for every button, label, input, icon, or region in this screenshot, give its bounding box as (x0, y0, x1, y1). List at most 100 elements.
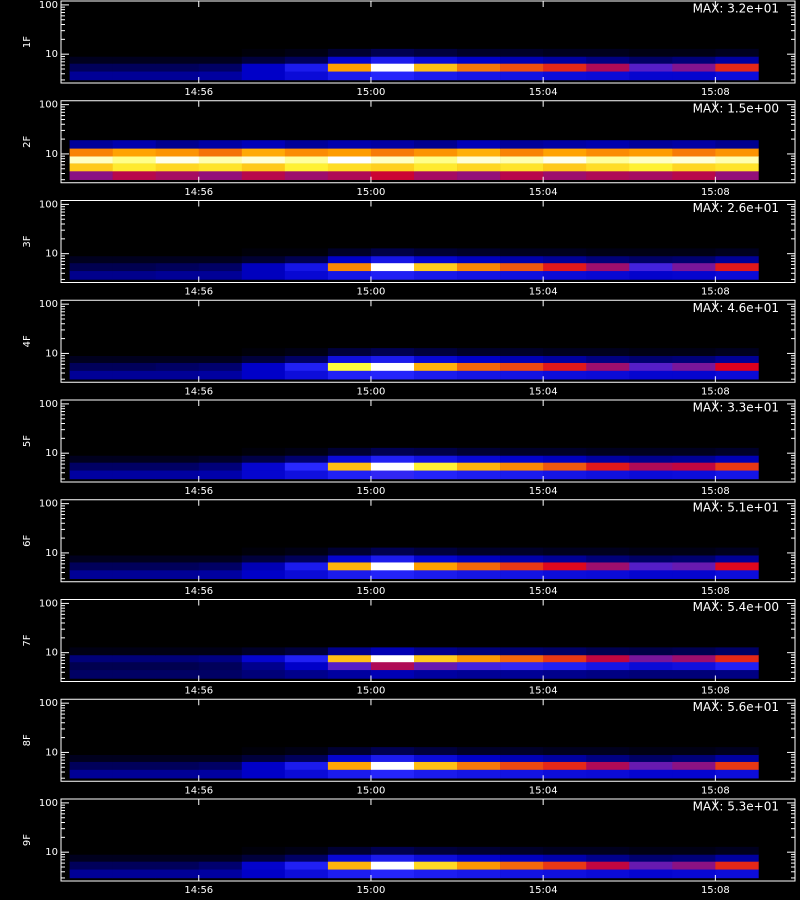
heat-cell (586, 447, 630, 456)
plot-frame (60, 798, 796, 882)
heat-cell (672, 769, 716, 779)
heat-cell (457, 439, 501, 448)
heat-cell (241, 63, 286, 72)
heat-cell (327, 262, 372, 272)
heat-cell (672, 846, 716, 855)
heat-cell (112, 869, 157, 879)
heat-cell (586, 638, 630, 648)
heat-cell (327, 754, 372, 762)
heat-cell (715, 140, 759, 149)
heat-cell (457, 869, 501, 879)
heat-cell (629, 746, 673, 755)
heat-cell (284, 754, 329, 762)
heat-cell (155, 163, 200, 172)
heat-cell (586, 347, 630, 356)
heat-cell (327, 869, 372, 879)
heat-cell (112, 555, 157, 563)
heat-cell (629, 447, 673, 456)
heat-cell (543, 638, 587, 648)
heat-cell (586, 869, 630, 879)
max-annotation: MAX: 3.3e+01 (693, 401, 779, 415)
heat-cell (500, 654, 544, 663)
heat-cell (69, 570, 113, 579)
heat-cell (414, 63, 458, 72)
plot-frame (60, 499, 796, 583)
heat-cell (198, 555, 243, 563)
heat-cell (370, 661, 415, 671)
heat-cell (543, 846, 587, 855)
y-axis-label: 4F (22, 335, 33, 347)
heat-cell (672, 669, 716, 679)
y-tick-label: 100 (39, 299, 58, 310)
heat-cell (629, 255, 673, 264)
heat-cell (112, 362, 157, 371)
heat-cell (284, 570, 329, 579)
heat-cell (370, 570, 415, 579)
heat-cell (284, 40, 329, 49)
heat-cell (370, 270, 415, 280)
heat-cell (543, 63, 587, 72)
heat-cell (370, 654, 415, 663)
heat-cell (241, 370, 286, 380)
heat-cell (69, 738, 113, 748)
heat-cell (500, 547, 544, 556)
heat-cell (198, 262, 243, 272)
heat-cell (112, 838, 157, 847)
heat-cell (69, 654, 113, 663)
heat-cell (155, 148, 200, 157)
heat-cell (715, 248, 759, 257)
plot-frame (60, 599, 796, 682)
y-tick-label: 100 (39, 100, 58, 111)
heat-cell (241, 163, 286, 172)
heat-cell (155, 854, 200, 862)
heat-cell (69, 140, 113, 149)
heat-cell (629, 761, 673, 770)
x-tick-label: 14:56 (184, 187, 213, 198)
heat-cell (284, 48, 329, 57)
heat-cell (327, 539, 372, 548)
heat-cell (586, 40, 630, 49)
heat-cell (370, 248, 415, 257)
heat-cell (284, 262, 329, 272)
heat-cell (198, 455, 243, 463)
heat-cell (284, 171, 329, 180)
heat-cell (457, 470, 501, 480)
heat-cell (457, 761, 501, 770)
heat-cell (500, 647, 544, 656)
heat-cell (370, 455, 415, 463)
heat-cell (500, 248, 544, 257)
heat-cell (715, 48, 759, 57)
heat-cell (414, 846, 458, 855)
heat-cell (69, 156, 113, 164)
y-tick-label: 10 (45, 548, 58, 559)
heat-cell (284, 355, 329, 363)
heat-cell (155, 171, 200, 180)
max-annotation: MAX: 3.2e+01 (693, 2, 779, 16)
heat-cell (284, 547, 329, 556)
heat-cell (672, 838, 716, 847)
heat-cell (414, 761, 458, 770)
x-tick-label: 15:04 (529, 885, 558, 896)
heat-cell (370, 838, 415, 847)
heat-cell (327, 447, 372, 456)
heatmap (69, 838, 759, 879)
heat-cell (112, 769, 157, 779)
heat-cell (198, 562, 243, 571)
heat-cell (457, 63, 501, 72)
heat-cell (370, 255, 415, 264)
heat-cell (672, 462, 716, 471)
heat-cell (500, 63, 544, 72)
heat-cell (672, 562, 716, 571)
heat-cell (629, 562, 673, 571)
heat-cell (500, 555, 544, 563)
heat-cell (414, 455, 458, 463)
heat-cell (629, 362, 673, 371)
heat-cell (69, 661, 113, 671)
heat-cell (112, 761, 157, 770)
heat-cell (629, 846, 673, 855)
heat-cell (457, 555, 501, 563)
heat-cell (284, 854, 329, 862)
heat-cell (414, 754, 458, 762)
heat-cell (457, 638, 501, 648)
max-annotation: MAX: 5.4e+00 (693, 600, 779, 614)
